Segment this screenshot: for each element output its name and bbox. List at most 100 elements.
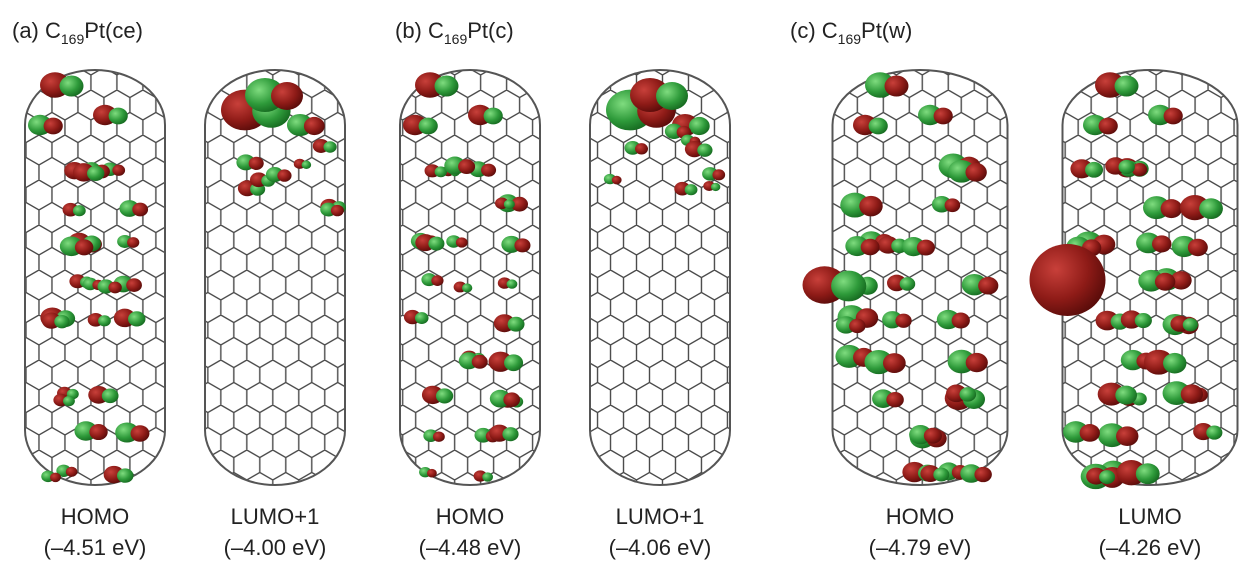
orbital-lobe	[1099, 118, 1118, 135]
orbital-lobe	[886, 392, 904, 407]
orbital-lobe	[323, 141, 336, 153]
orbital-lobe	[504, 354, 523, 371]
orbital-lobe	[126, 278, 142, 292]
orbital-lobe	[1136, 463, 1160, 484]
panel-label-suffix: Pt(c)	[467, 18, 513, 43]
orbital-lobe	[1135, 313, 1152, 328]
orbital-lobe	[945, 198, 961, 212]
orbital-lobe	[89, 424, 107, 440]
orbital-lobe	[978, 277, 998, 295]
orbital-lobe	[656, 82, 688, 110]
orbital-lobe	[73, 205, 86, 216]
orbital-lobe	[960, 387, 977, 402]
orbital-lobe	[965, 163, 986, 182]
orbital-lobe	[1085, 162, 1103, 178]
orbital-lobe	[612, 176, 622, 185]
orbital-lobe	[1155, 273, 1175, 291]
orbital-lobe	[1188, 239, 1208, 256]
orbital-lobe	[1115, 386, 1137, 405]
orbital-name: HOMO	[886, 504, 954, 529]
orbital-lobe	[1163, 353, 1186, 374]
orbital-lobe	[484, 108, 503, 125]
nanotube	[803, 70, 1008, 485]
orbital-lobe	[128, 311, 145, 326]
orbital-lobe	[1080, 424, 1100, 442]
orbital-lobe	[435, 76, 459, 97]
nanotube	[400, 70, 540, 485]
panel-label-prefix: (a) C	[12, 18, 61, 43]
panel-label-subscript: 169	[61, 31, 85, 47]
orbital-lobe	[933, 468, 949, 482]
orbital-lobe	[1030, 244, 1106, 316]
orbital-name: LUMO+1	[616, 504, 705, 529]
orbital-lobe	[503, 392, 520, 407]
orbital-lobe	[502, 427, 518, 441]
orbital-lobe	[924, 428, 942, 444]
orbital-lobe	[859, 196, 882, 217]
orbital-lobe	[1206, 426, 1222, 440]
orbital-lobe	[697, 143, 712, 156]
orbital-lobe	[131, 425, 150, 442]
nanotubes	[25, 70, 1238, 489]
orbital-energy: (–4.48 eV)	[419, 535, 522, 560]
orbital-lobe	[419, 118, 438, 135]
orbital-lobe	[917, 240, 935, 256]
panel-label: (a) C169Pt(ce)	[12, 18, 143, 47]
orbital-name: LUMO	[1118, 504, 1182, 529]
panel-label-subscript: 169	[838, 31, 862, 47]
orbital-lobe	[456, 237, 468, 247]
orbital-lobe	[108, 282, 121, 294]
orbital-lobe	[1183, 318, 1198, 331]
orbital-lobe	[831, 271, 866, 302]
orbital-lobe	[974, 467, 991, 482]
orbital-name: HOMO	[61, 504, 129, 529]
orbital-lobe	[1161, 199, 1183, 218]
orbital-lobe	[883, 353, 906, 373]
orbital-lobe	[50, 473, 61, 482]
panel-label: (c) C169Pt(w)	[790, 18, 912, 47]
orbital-lobe	[508, 317, 525, 332]
orbital-lobe	[433, 432, 445, 442]
orbital-lobe	[462, 283, 472, 292]
orbital-name: HOMO	[436, 504, 504, 529]
orbital-lobe	[689, 117, 710, 135]
orbital-lobe	[304, 117, 325, 135]
orbital-lobe	[472, 355, 488, 369]
orbital-energy: (–4.26 eV)	[1099, 535, 1202, 560]
nanotube	[590, 70, 730, 485]
panel-label-prefix: (b) C	[395, 18, 444, 43]
orbital-lobe	[117, 468, 133, 482]
panel-label-suffix: Pt(w)	[861, 18, 912, 43]
orbital-lobe	[428, 237, 444, 251]
orbital-lobe	[507, 279, 518, 288]
orbital-lobe	[481, 164, 496, 177]
orbital-lobe	[711, 183, 720, 191]
orbital-lobe	[685, 184, 698, 195]
nanotube	[1030, 70, 1238, 489]
panel-label-prefix: (c) C	[790, 18, 838, 43]
orbital-lobe	[54, 315, 69, 328]
nanotube	[205, 70, 346, 485]
orbital-lobe	[132, 203, 148, 217]
orbital-lobe	[431, 275, 443, 286]
orbital-lobe	[277, 169, 291, 181]
orbital-lobe	[127, 237, 139, 248]
orbital-lobe	[1115, 76, 1139, 97]
orbital-lobe	[849, 319, 865, 333]
orbital-lobe	[66, 467, 78, 477]
orbital-lobe	[934, 108, 953, 125]
orbital-energy: (–4.00 eV)	[224, 535, 327, 560]
orbital-lobe	[98, 315, 111, 326]
orbital-lobe	[861, 239, 880, 256]
orbital-lobe	[63, 396, 75, 406]
orbital-lobe	[1181, 384, 1203, 404]
orbital-lobe	[514, 238, 530, 252]
orbital-lobe	[249, 157, 264, 170]
panel-label-subscript: 169	[444, 31, 468, 47]
orbital-lobe	[109, 108, 128, 125]
orbital-lobe	[952, 313, 970, 329]
orbital-lobe	[1152, 235, 1172, 252]
orbital-lobe	[1116, 426, 1138, 446]
lattice	[205, 70, 345, 485]
orbital-name: LUMO+1	[231, 504, 320, 529]
